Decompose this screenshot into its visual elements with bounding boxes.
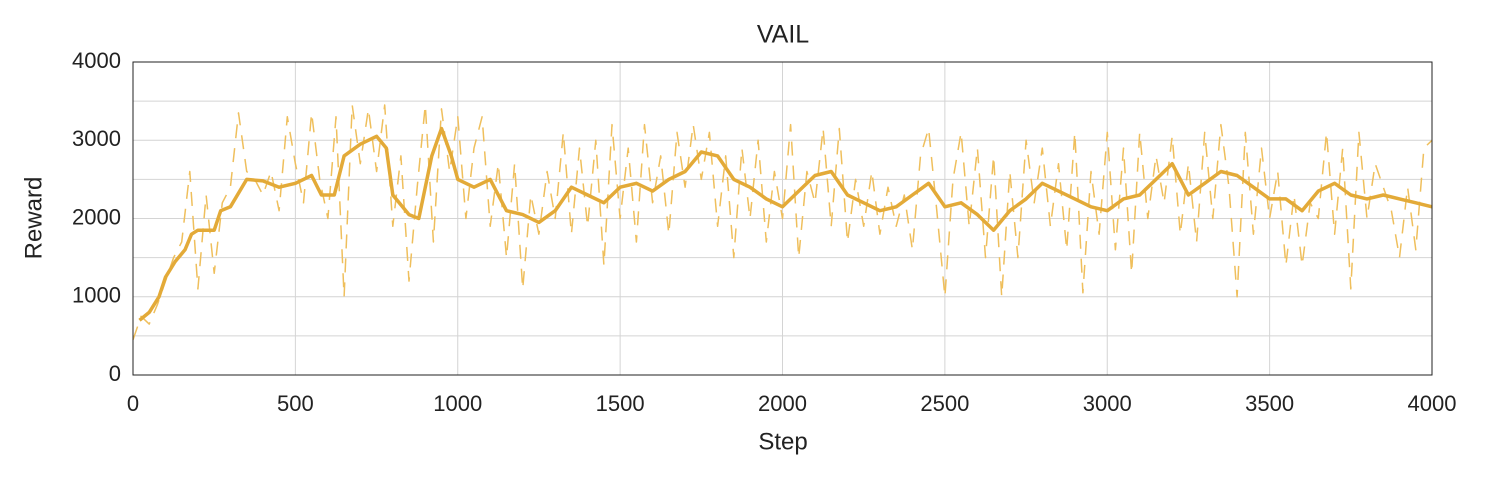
data-line	[138, 126, 1433, 322]
y-tick-label: 1000	[72, 283, 121, 308]
data-line	[132, 104, 1433, 341]
x-tick-label: 1500	[596, 391, 645, 416]
x-tick-label: 500	[277, 391, 314, 416]
y-tick-label: 4000	[72, 48, 121, 73]
y-tick-label: 3000	[72, 126, 121, 151]
chart-title: VAIL	[757, 21, 809, 49]
x-tick-label: 2500	[920, 391, 969, 416]
x-tick-label: 4000	[1408, 391, 1457, 416]
x-axis-label: Step	[758, 428, 807, 455]
x-tick-label: 3500	[1245, 391, 1294, 416]
y-axis-label: Reward	[20, 177, 47, 260]
y-tick-label: 2000	[72, 204, 121, 229]
x-tick-label: 1000	[433, 391, 482, 416]
x-tick-label: 0	[127, 391, 139, 416]
x-tick-label: 2000	[758, 391, 807, 416]
x-tick-label: 3000	[1083, 391, 1132, 416]
y-tick-label: 0	[109, 361, 121, 386]
plot-frame	[132, 61, 1433, 376]
